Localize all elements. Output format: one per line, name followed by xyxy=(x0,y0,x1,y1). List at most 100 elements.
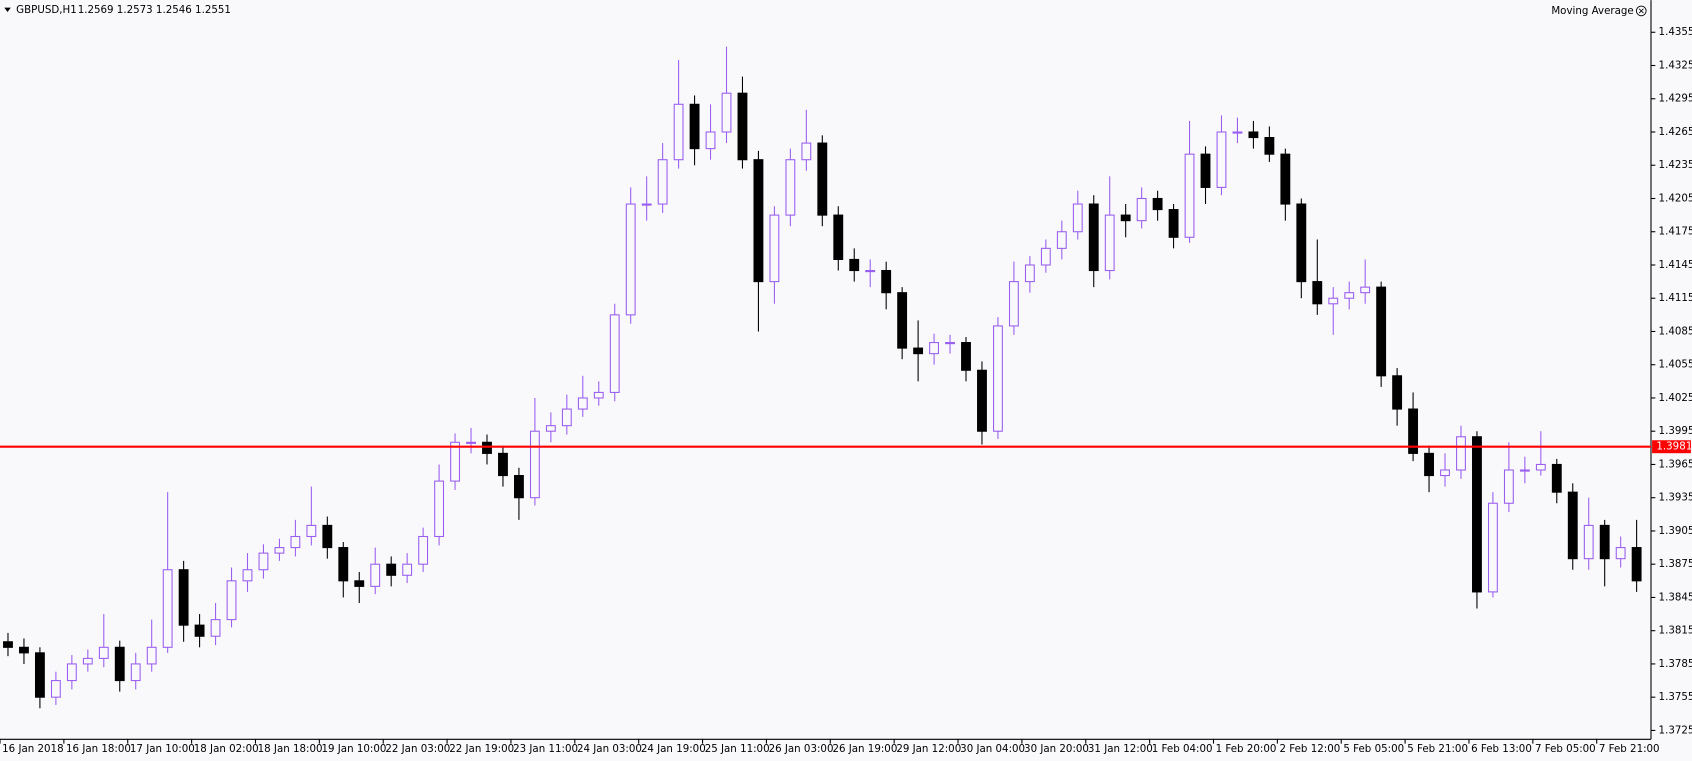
candle-body xyxy=(1328,297,1339,305)
candle-body xyxy=(1168,209,1179,238)
candle-body xyxy=(226,580,237,621)
candle-body xyxy=(1551,463,1562,493)
y-tick-label: 1.4085 xyxy=(1659,325,1692,337)
candle-body xyxy=(98,646,109,659)
candle-body xyxy=(1232,131,1243,134)
price-label: 1.3981 xyxy=(1656,441,1692,453)
candle-body xyxy=(274,547,285,554)
x-tick-label: 2 Feb 12:00 xyxy=(1280,743,1341,755)
x-tick-label: 1 Feb 20:00 xyxy=(1216,743,1277,755)
y-tick-label: 1.3935 xyxy=(1659,492,1692,504)
y-tick-label: 1.3725 xyxy=(1659,724,1692,736)
candle-body xyxy=(609,314,620,393)
candle-body xyxy=(945,342,955,345)
candle-body xyxy=(1424,452,1434,477)
y-tick-label: 1.4175 xyxy=(1659,226,1692,238)
candle-body xyxy=(1312,281,1323,305)
candle-body xyxy=(1344,292,1355,299)
candle-body xyxy=(1088,203,1099,272)
x-tick-label: 24 Jan 03:00 xyxy=(577,743,642,755)
candle-body xyxy=(689,103,700,150)
candle-body xyxy=(1487,502,1498,593)
candle-body xyxy=(306,524,317,538)
candle-body xyxy=(1056,231,1067,249)
y-tick-label: 1.4145 xyxy=(1659,259,1692,271)
candle-body xyxy=(338,547,349,582)
candle-body xyxy=(593,391,604,399)
candle-body xyxy=(498,452,508,477)
candle-body xyxy=(929,342,940,355)
candle-body xyxy=(162,569,173,648)
y-tick-label: 1.3905 xyxy=(1659,525,1692,537)
candle-body xyxy=(1200,153,1211,188)
candle-body xyxy=(242,569,253,582)
candle-body xyxy=(370,563,381,587)
candle-body xyxy=(34,652,45,698)
candle-body xyxy=(705,131,716,150)
candles xyxy=(3,46,1642,709)
x-tick-label: 19 Jan 10:00 xyxy=(321,743,386,755)
y-tick-label: 1.4205 xyxy=(1659,192,1692,204)
candle-body xyxy=(1376,286,1387,377)
candle-body xyxy=(1456,436,1466,471)
x-tick-label: 23 Jan 11:00 xyxy=(513,743,578,755)
candle-body xyxy=(1248,131,1259,139)
candle-body xyxy=(561,408,572,427)
candle-body xyxy=(1280,153,1291,205)
candle-body xyxy=(1503,469,1514,504)
y-tick-label: 1.4025 xyxy=(1659,392,1692,404)
candle-body xyxy=(657,159,668,205)
y-tick-label: 1.4295 xyxy=(1659,93,1692,105)
y-tick-label: 1.4115 xyxy=(1659,292,1692,304)
candle-body xyxy=(19,646,29,654)
candle-body xyxy=(1392,375,1403,410)
x-tick-label: 26 Jan 19:00 xyxy=(832,743,897,755)
candle-body xyxy=(3,641,13,648)
candle-body xyxy=(849,258,860,272)
candle-body xyxy=(545,425,556,432)
x-tick-label: 18 Jan 02:00 xyxy=(194,743,259,755)
candle-body xyxy=(1184,153,1195,238)
candle-body xyxy=(1519,469,1530,472)
candle-body xyxy=(881,269,892,294)
y-tick-label: 1.3995 xyxy=(1659,425,1692,437)
candle-body xyxy=(258,552,269,571)
y-tick-label: 1.3785 xyxy=(1659,658,1692,670)
indicator-close[interactable] xyxy=(1635,5,1647,17)
x-tick-label: 17 Jan 10:00 xyxy=(130,743,195,755)
candle-body xyxy=(993,325,1003,432)
x-tick-label: 30 Jan 04:00 xyxy=(960,743,1025,755)
candle-body xyxy=(482,441,492,454)
candle-body xyxy=(450,441,460,482)
y-tick-label: 1.4325 xyxy=(1659,60,1692,72)
candle-body xyxy=(1567,491,1578,560)
y-tick-label: 1.3755 xyxy=(1659,691,1692,703)
x-tick-label: 16 Jan 2018 xyxy=(2,743,63,755)
candle-body xyxy=(977,369,987,432)
x-tick-label: 7 Feb 05:00 xyxy=(1535,743,1596,755)
candle-body xyxy=(1072,203,1083,233)
candle-body xyxy=(753,159,764,283)
x-tick-label: 29 Jan 12:00 xyxy=(896,743,961,755)
candle-body xyxy=(529,430,540,499)
y-tick-label: 1.3875 xyxy=(1659,558,1692,570)
candle-body xyxy=(386,563,397,576)
x-tick-label: 22 Jan 19:00 xyxy=(449,743,514,755)
y-tick-label: 1.4355 xyxy=(1659,26,1692,38)
indicator-label[interactable]: Moving Average xyxy=(1551,5,1633,17)
candle-body xyxy=(194,624,205,637)
x-tick-label: 30 Jan 20:00 xyxy=(1024,743,1089,755)
candle-body xyxy=(322,524,333,549)
y-tick-label: 1.3845 xyxy=(1659,591,1692,603)
y-tick-label: 1.4055 xyxy=(1659,359,1692,371)
y-tick-label: 1.4265 xyxy=(1659,126,1692,138)
candle-body xyxy=(66,663,77,682)
candle-body xyxy=(1599,524,1610,560)
x-tick-label: 25 Jan 11:00 xyxy=(705,743,770,755)
candle-body xyxy=(785,159,796,216)
candle-body xyxy=(1152,197,1163,211)
candle-body xyxy=(897,292,908,349)
menu-arrow[interactable] xyxy=(4,7,11,12)
candle-body xyxy=(1360,286,1371,294)
candle-body xyxy=(1583,524,1594,560)
